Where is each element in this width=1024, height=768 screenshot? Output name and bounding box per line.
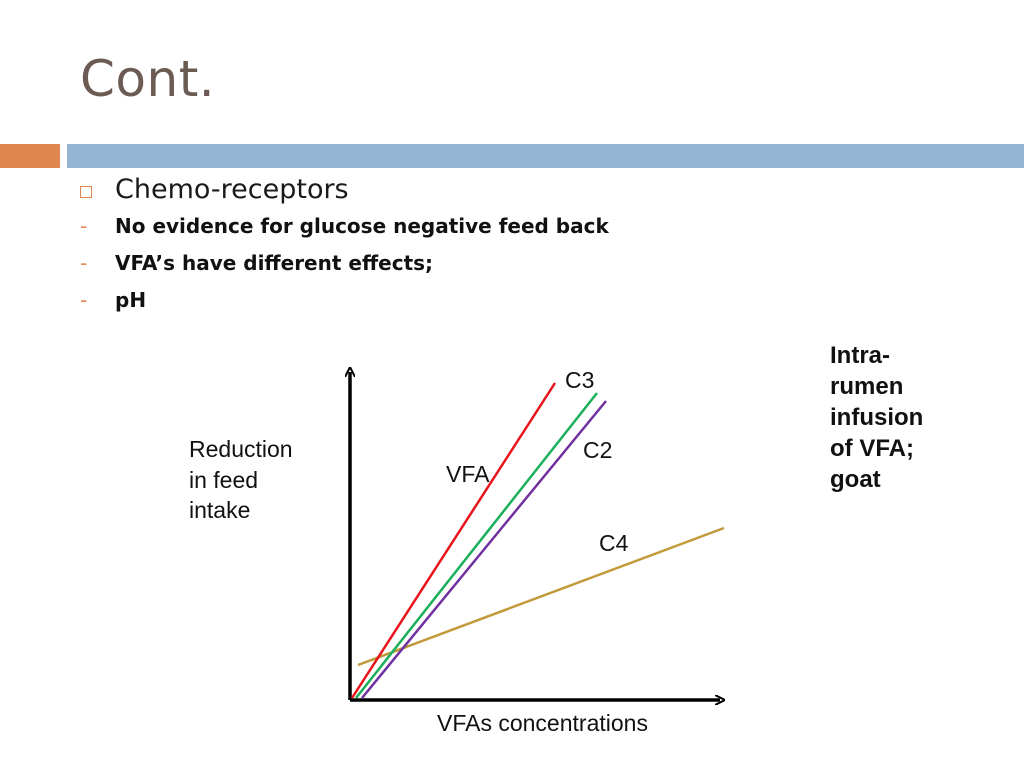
- line-label-c2: C2: [583, 437, 612, 463]
- line-c2: [361, 400, 607, 699]
- dash-bullet-icon: -: [80, 214, 88, 238]
- x-axis-label: VFAs concentrations: [437, 710, 648, 736]
- sub-bullet-text: VFA’s have different effects;: [115, 251, 434, 275]
- line-label-c4: C4: [599, 530, 629, 556]
- accent-bar-blue: [67, 144, 1024, 168]
- y-axis-label-line: in feed: [189, 467, 258, 493]
- y-axis-label-line: Reduction: [189, 436, 293, 462]
- side-note-line: rumen: [830, 373, 904, 400]
- square-bullet-icon: [80, 186, 92, 198]
- line-label-c3: C3: [565, 367, 594, 393]
- dash-bullet-icon: -: [80, 251, 88, 275]
- side-note-line: infusion: [830, 404, 924, 431]
- side-note-line: goat: [830, 466, 881, 493]
- sub-bullet-text: No evidence for glucose negative feed ba…: [115, 214, 609, 238]
- line-c4: [357, 526, 725, 667]
- sub-bullet-text: pH: [115, 288, 147, 312]
- y-axis-label-line: intake: [189, 497, 250, 523]
- accent-bar-orange: [0, 144, 60, 168]
- line-green: [355, 392, 598, 699]
- dash-bullet-icon: -: [80, 288, 88, 312]
- slide-title: Cont.: [80, 50, 216, 108]
- line-c3: [350, 382, 557, 699]
- bullet-main-text: Chemo-receptors: [115, 174, 349, 205]
- side-note-line: of VFA;: [830, 435, 914, 462]
- group-label: VFA: [446, 461, 490, 487]
- side-note: Intra- rumen infusion of VFA; goat: [830, 340, 960, 495]
- side-note-line: Intra-: [830, 342, 890, 369]
